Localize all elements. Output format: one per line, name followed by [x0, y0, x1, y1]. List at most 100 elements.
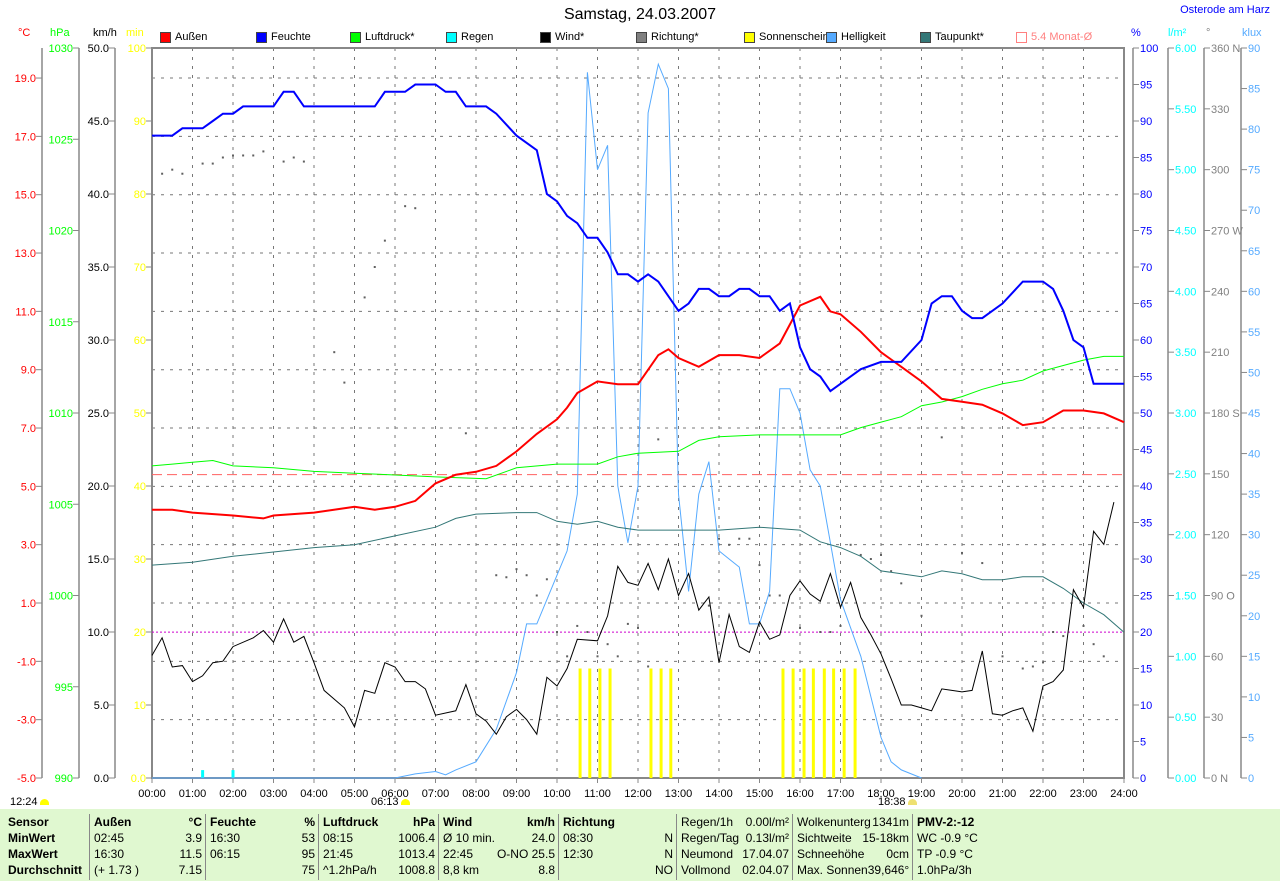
table-row: 16:30 53: [206, 830, 319, 846]
temp-tick-label: -3.0: [17, 715, 36, 727]
table-value: hPa: [412, 815, 435, 829]
min-tick-label: 20: [134, 627, 146, 639]
x-tick-label: 24:00: [1110, 788, 1138, 800]
klux-tick-label: 55: [1248, 327, 1260, 339]
table-label: Wind: [443, 815, 473, 829]
temp-tick-label: 7.0: [21, 423, 36, 435]
dir-tick-label: 0 N: [1211, 773, 1228, 785]
hpa-tick-label: 995: [55, 682, 73, 694]
table-section: Außen °C 02:45 3.9 16:30 11.5 (+ 1.73 ) 7.15: [89, 814, 206, 880]
table-value: O-NO 25.5: [496, 847, 555, 861]
rain-tick-label: 5.50: [1175, 104, 1196, 116]
rain-tick-label: 4.00: [1175, 286, 1196, 298]
x-tick-label: 22:00: [1029, 788, 1057, 800]
klux-tick-label: 80: [1248, 124, 1260, 136]
temp-tick-label: -5.0: [17, 773, 36, 785]
table-value: 75: [301, 863, 315, 877]
summary-table: Sensor MinWert MaxWert Durchschnitt Außen °C 0…: [0, 809, 1280, 881]
klux-tick-label: 0: [1248, 773, 1254, 785]
bar-sonnenschein: [578, 668, 582, 778]
legend-label: Wind*: [555, 31, 585, 43]
table-label: MaxWert: [8, 847, 58, 861]
table-value: 8.8: [538, 863, 555, 877]
legend-item: Feuchte: [256, 31, 311, 43]
point-richtung: [900, 582, 903, 585]
table-row: 08:15 1006.4: [319, 830, 439, 846]
point-richtung: [505, 576, 508, 579]
dir-axis-unit: °: [1206, 27, 1210, 39]
table-row: Max. Sonnen 39,646°: [793, 862, 913, 878]
point-richtung: [1092, 643, 1095, 646]
bar-regen: [231, 770, 235, 778]
min-tick-label: 80: [134, 189, 146, 201]
legend-swatch: [256, 31, 267, 43]
table-label: Sensor: [8, 815, 49, 829]
pct-tick-label: 100: [1140, 43, 1158, 55]
table-label: 02:45: [94, 831, 125, 845]
point-richtung: [181, 172, 184, 175]
kmh-tick-label: 35.0: [88, 262, 109, 274]
legend-label: Richtung*: [651, 31, 699, 43]
table-row: MinWert: [4, 830, 88, 846]
klux-tick-label: 10: [1248, 692, 1260, 704]
point-richtung: [161, 172, 164, 175]
chart-title: Samstag, 24.03.2007: [563, 6, 717, 23]
pct-tick-label: 70: [1140, 262, 1152, 274]
temp-tick-label: 13.0: [15, 248, 36, 260]
point-richtung: [859, 553, 862, 556]
dir-tick-label: 330: [1211, 104, 1229, 116]
table-label: Sichtweite: [797, 831, 852, 845]
rain-tick-label: 4.50: [1175, 226, 1196, 238]
klux-tick-label: 35: [1248, 489, 1260, 501]
klux-tick-label: 50: [1248, 367, 1260, 379]
table-row: 75: [206, 862, 319, 878]
klux-tick-label: 75: [1248, 165, 1260, 177]
table-label: Max. Sonnen: [797, 863, 868, 877]
klux-tick-label: 15: [1248, 651, 1260, 663]
kmh-tick-label: 40.0: [88, 189, 109, 201]
rain-tick-label: 2.00: [1175, 530, 1196, 542]
table-row: 1.0hPa/3h: [913, 862, 1277, 878]
point-richtung: [373, 266, 376, 268]
point-richtung: [849, 543, 852, 546]
point-richtung: [880, 553, 882, 556]
legend-label: Feuchte: [271, 31, 311, 43]
table-value: 15-18km: [862, 831, 909, 845]
klux-tick-label: 20: [1248, 611, 1260, 623]
pct-tick-label: 75: [1140, 226, 1152, 238]
table-label: 08:30: [563, 831, 594, 845]
x-tick-label: 21:00: [989, 788, 1017, 800]
sunset-label: 18:38: [878, 796, 917, 808]
point-richtung: [616, 655, 619, 658]
table-value: 7.15: [178, 863, 202, 877]
point-richtung: [252, 154, 255, 157]
table-label: (+ 1.73 ): [94, 863, 140, 877]
table-row: Regen/Tag 0.13l/m²: [677, 830, 793, 846]
table-row: Luftdruck hPa: [319, 814, 439, 830]
dir-tick-label: 150: [1211, 469, 1229, 481]
point-richtung: [586, 631, 589, 633]
series-helligkeit: [152, 62, 922, 779]
point-richtung: [343, 381, 346, 384]
bar-sonnenschein: [791, 668, 795, 778]
table-label: 08:15: [323, 831, 354, 845]
point-richtung: [1102, 655, 1105, 658]
bar-sonnenschein: [608, 668, 612, 778]
hpa-tick-label: 1010: [49, 408, 73, 420]
table-row: Feuchte%: [206, 814, 319, 830]
table-value: 24.0: [531, 831, 555, 845]
hpa-tick-label: 1000: [49, 591, 73, 603]
point-richtung: [768, 594, 771, 597]
bar-sonnenschein: [822, 668, 826, 778]
pct-tick-label: 55: [1140, 372, 1152, 384]
table-value: km/h: [526, 815, 555, 829]
x-tick-label: 01:00: [179, 788, 207, 800]
legend-label: Außen: [175, 31, 208, 43]
pct-tick-label: 60: [1140, 335, 1152, 347]
pct-tick-label: 65: [1140, 299, 1152, 311]
table-value: 11.5: [179, 847, 202, 861]
table-section: PMV-2:-12 WC -0.9 °C TP -0.9 °C 1.0hPa/3h: [912, 814, 1277, 880]
kmh-tick-label: 30.0: [88, 335, 109, 347]
station-link[interactable]: Osterode am Harz: [1180, 4, 1270, 16]
